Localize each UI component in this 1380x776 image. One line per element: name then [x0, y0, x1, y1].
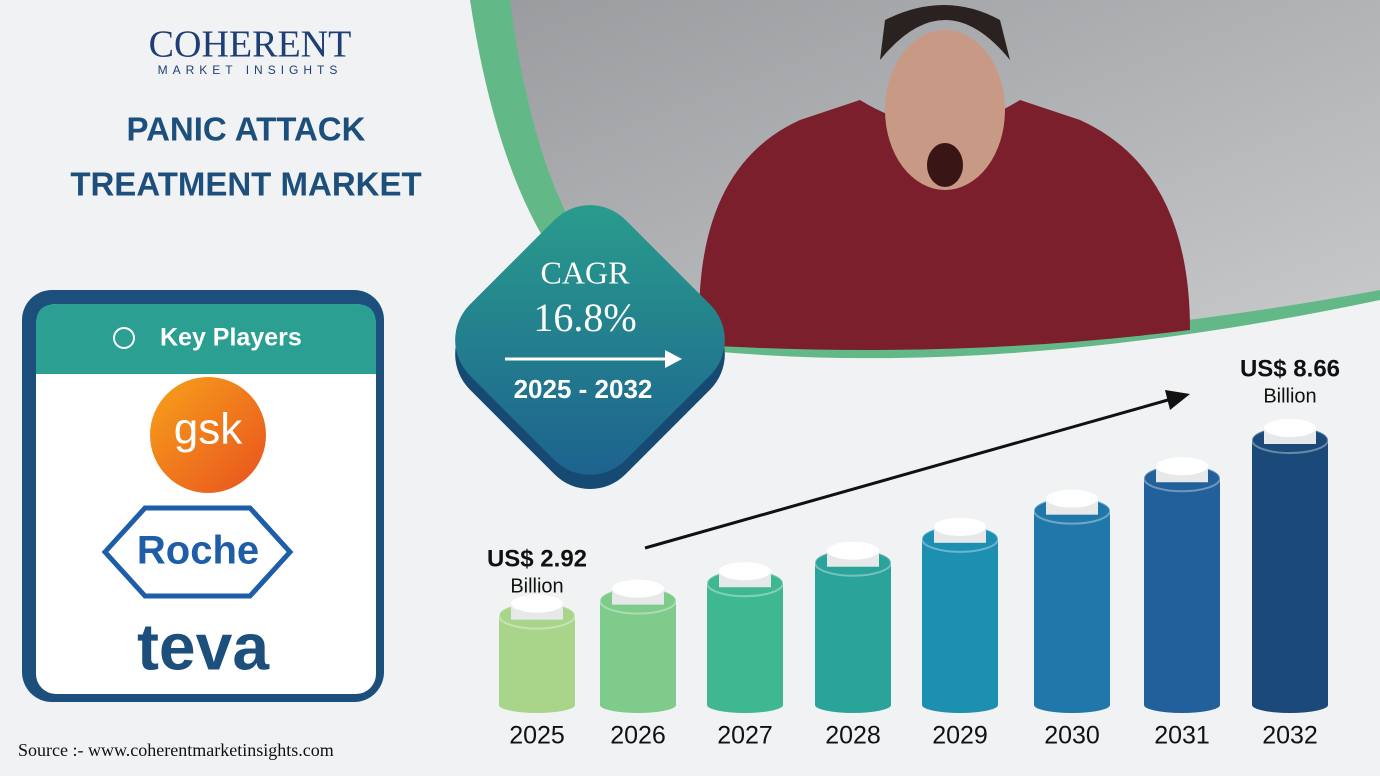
bar-base — [1034, 697, 1110, 713]
key-players-header — [36, 304, 376, 374]
logo-main: COHERENT — [149, 24, 352, 66]
bar-cap-top — [1156, 457, 1208, 476]
x-tick-label: 2026 — [610, 722, 666, 750]
person-figure — [699, 5, 1190, 350]
bar-cap-top — [934, 517, 986, 536]
cagr-period: 2025 - 2032 — [514, 374, 653, 404]
bar-cap-top — [511, 594, 563, 613]
cagr-arrow-head — [665, 350, 682, 368]
bar-base — [1252, 697, 1328, 713]
bar-base — [499, 697, 575, 713]
bar-cap-top — [1046, 489, 1098, 508]
key-players-card — [36, 304, 376, 694]
trend-arrow-head — [1165, 390, 1190, 410]
bar-base — [815, 697, 891, 713]
title: PANIC ATTACK — [127, 111, 366, 148]
x-tick-label: 2029 — [932, 722, 988, 750]
value-label: US$ 2.92 — [487, 545, 587, 572]
value-unit: Billion — [510, 575, 563, 597]
icon — [113, 327, 135, 349]
bar-base — [707, 697, 783, 713]
bar-cap-top — [1264, 419, 1316, 437]
bar-base — [922, 697, 998, 713]
cagr-label: CAGR — [541, 254, 631, 290]
bar — [815, 562, 891, 705]
roche-logo — [101, 505, 294, 599]
bar — [922, 538, 998, 705]
bar — [1144, 478, 1220, 705]
x-tick-label: 2032 — [1262, 722, 1318, 750]
source: Source :- www.coherentmarketinsights.com — [18, 740, 334, 760]
company: teva — [137, 609, 270, 683]
company: Roche — [137, 529, 259, 573]
x-tick-label: 2030 — [1044, 722, 1100, 750]
value-unit: Billion — [1263, 385, 1316, 407]
company: gsk — [174, 405, 243, 454]
key-players-heading: Key Players — [160, 324, 302, 352]
bar — [707, 583, 783, 705]
bar-cap-top — [719, 562, 771, 581]
value-label: US$ 8.66 — [1240, 355, 1340, 382]
x-tick-label: 2027 — [717, 722, 773, 750]
bar-cap-top — [612, 579, 664, 598]
x-tick-label: 2025 — [509, 722, 565, 750]
bar-cap-top — [827, 541, 879, 560]
bar — [1252, 440, 1328, 705]
bar-base — [600, 697, 676, 713]
logo-sub: MARKET INSIGHTS — [158, 63, 343, 77]
cagr-badge — [455, 205, 725, 475]
bar-base — [1144, 697, 1220, 713]
x-tick-label: 2031 — [1154, 722, 1210, 750]
gsk-logo — [150, 377, 266, 493]
bar — [499, 615, 575, 705]
title: TREATMENT MARKET — [70, 166, 421, 203]
bar — [1034, 510, 1110, 705]
cagr-value: 16.8% — [533, 295, 636, 340]
bar-chart: 2025 US$ 2.92 Billion 2026 2027 2028 2029 2030 2… — [487, 355, 1340, 749]
trend-arrow — [644, 396, 1176, 550]
x-tick-label: 2028 — [825, 722, 881, 750]
bar — [600, 600, 676, 705]
